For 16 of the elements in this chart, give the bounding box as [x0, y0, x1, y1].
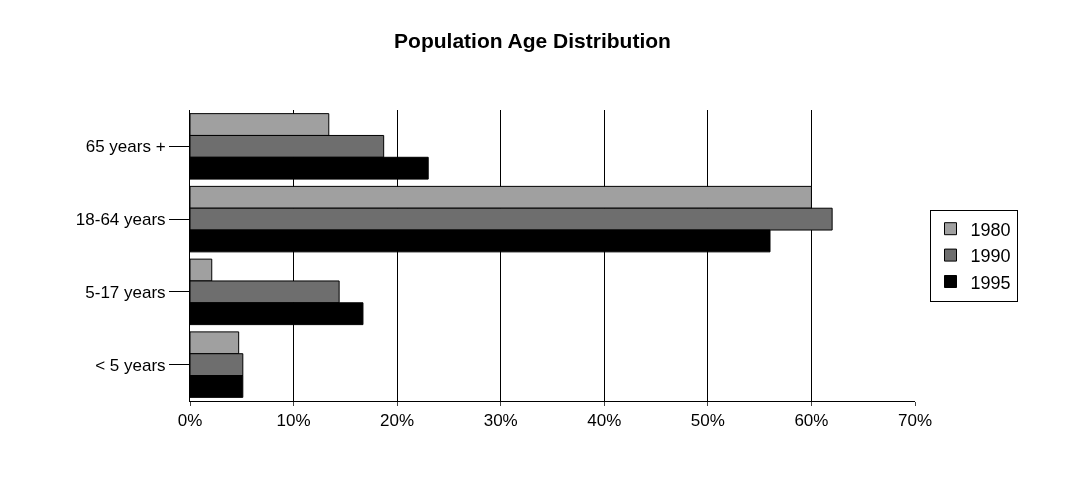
x-tick-label: 50% — [690, 411, 725, 431]
legend-label: 1990 — [970, 246, 1011, 267]
y-tick-label: 5-17 years — [85, 282, 166, 302]
y-tick-label: 18-64 years — [75, 210, 166, 230]
legend-label: 1980 — [970, 219, 1011, 240]
x-tick-label: 30% — [483, 411, 518, 431]
y-tick-label: 65 years + — [85, 137, 166, 157]
x-tick-label: 20% — [380, 411, 415, 431]
x-tick-label: 10% — [276, 411, 311, 431]
x-tick-label: 70% — [897, 411, 933, 431]
x-tick-label: 0% — [177, 411, 203, 431]
x-tick-label: 60% — [794, 411, 829, 431]
chart-title: Population Age Distribution — [394, 29, 671, 53]
legend-label: 1995 — [970, 272, 1011, 293]
y-tick-label: < 5 years — [95, 355, 166, 375]
x-tick-label: 40% — [587, 411, 622, 431]
